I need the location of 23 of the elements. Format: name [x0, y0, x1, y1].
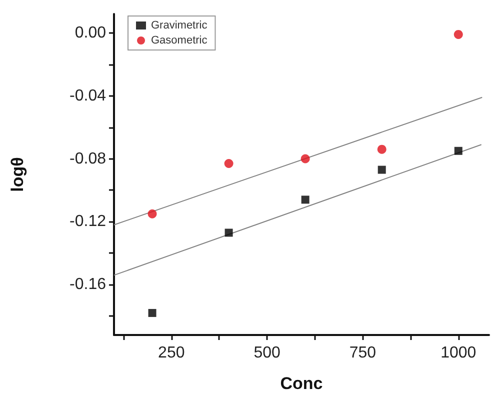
point [378, 166, 386, 174]
y-tick-label: -0.16 [70, 276, 106, 294]
y-axis-title: logθ [8, 157, 27, 192]
x-tick-label: 250 [158, 344, 185, 362]
y-tick-label: 0.00 [74, 24, 106, 42]
point [224, 228, 233, 237]
point [301, 196, 310, 204]
point [454, 30, 463, 39]
x-tick-label: 500 [254, 344, 281, 362]
point [148, 209, 157, 218]
x-tick-label: 750 [349, 344, 376, 362]
point [377, 144, 386, 154]
x-tick-label: 1000 [440, 344, 476, 362]
y-tick-label: -0.12 [70, 213, 106, 230]
legend-label: Gasometric [151, 34, 208, 46]
point [148, 308, 156, 317]
legend-label: Gravimetric [151, 20, 208, 32]
point [454, 146, 462, 155]
y-tick-label: -0.04 [70, 87, 106, 104]
y-tick-label: -0.08 [70, 150, 106, 168]
point [300, 154, 310, 164]
x-axis-title: Conc [280, 374, 323, 393]
point [224, 158, 234, 168]
